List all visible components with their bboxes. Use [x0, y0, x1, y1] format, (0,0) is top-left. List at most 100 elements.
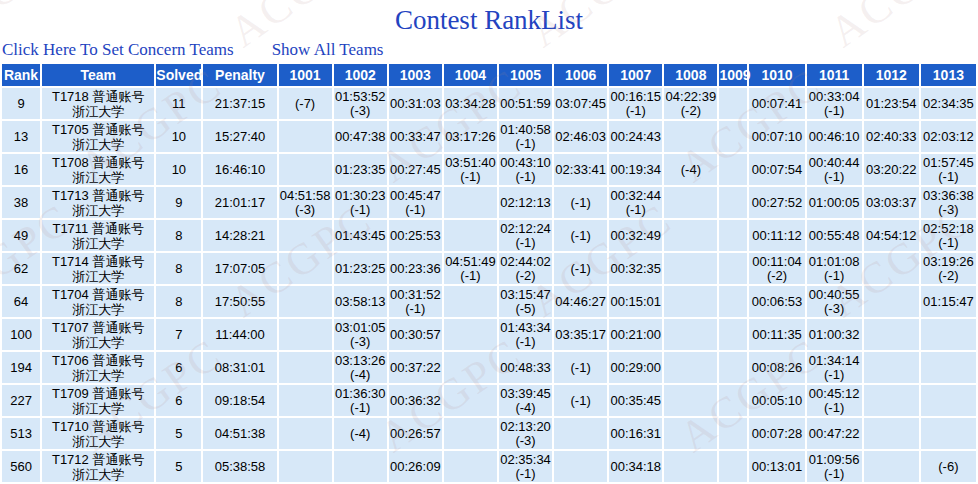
- problem-cell-1002: 03:13:26(-4): [334, 352, 387, 383]
- problem-cell-1013: [921, 352, 976, 383]
- links-row: Click Here To Set Concern Teams Show All…: [0, 38, 978, 62]
- problem-cell-1003: 00:45:47(-1): [389, 187, 442, 218]
- problem-cell-1008: [664, 253, 717, 284]
- problem-cell-1011: 00:46:10: [807, 121, 862, 152]
- problem-cell-1003: 00:26:09: [389, 451, 442, 482]
- problem-cell-1010: 00:05:10: [749, 385, 804, 416]
- problem-cell-1008: [664, 319, 717, 350]
- problem-cell-1011: 01:01:08(-1): [807, 253, 862, 284]
- problem-cell-1008: [664, 451, 717, 482]
- problem-cell-1010: 00:11:12: [749, 220, 804, 251]
- problem-cell-1009: [719, 121, 747, 152]
- problem-cell-1010: 00:13:01: [749, 451, 804, 482]
- problem-cell-1009: [719, 352, 747, 383]
- problem-cell-1002: 01:36:30(-1): [334, 385, 387, 416]
- problem-cell-1013: 02:52:18(-1): [921, 220, 976, 251]
- column-header-solved: Solved: [156, 64, 201, 86]
- solved-cell: 11: [156, 88, 201, 119]
- problem-cell-1007: 00:19:34: [609, 154, 662, 185]
- problem-cell-1008: [664, 352, 717, 383]
- ranklist-table-head: RankTeamSolvedPenalty1001100210031004100…: [2, 64, 976, 86]
- team-cell: T1713 普通账号浙江大学: [42, 187, 154, 218]
- table-row: 100T1707 普通账号浙江大学711:44:0003:01:05(-3)00…: [2, 319, 976, 350]
- problem-cell-1009: [719, 451, 747, 482]
- problem-cell-1011: 00:40:55(-3): [807, 286, 862, 317]
- problem-cell-1013: 03:36:38(-3): [921, 187, 976, 218]
- team-cell: T1707 普通账号浙江大学: [42, 319, 154, 350]
- column-header-team: Team: [42, 64, 154, 86]
- problem-cell-1010: 00:11:35: [749, 319, 804, 350]
- problem-cell-1012: 03:20:22: [864, 154, 919, 185]
- penalty-cell: 05:38:58: [203, 451, 276, 482]
- penalty-cell: 17:07:05: [203, 253, 276, 284]
- problem-cell-1004: 03:34:28: [444, 88, 497, 119]
- column-header-1006: 1006: [554, 64, 607, 86]
- problem-cell-1002: 01:23:35: [334, 154, 387, 185]
- problem-cell-1008: [664, 418, 717, 449]
- table-row: 194T1706 普通账号浙江大学608:31:0103:13:26(-4)00…: [2, 352, 976, 383]
- solved-cell: 8: [156, 286, 201, 317]
- show-all-teams-link[interactable]: Show All Teams: [272, 40, 384, 60]
- problem-cell-1011: 01:09:56(-1): [807, 451, 862, 482]
- problem-cell-1003: 00:37:22: [389, 352, 442, 383]
- problem-cell-1012: [864, 418, 919, 449]
- problem-cell-1003: 00:33:47: [389, 121, 442, 152]
- problem-cell-1013: [921, 319, 976, 350]
- problem-cell-1006: (-1): [554, 385, 607, 416]
- team-line-2: 浙江大学: [42, 104, 154, 119]
- team-line-2: 浙江大学: [42, 236, 154, 251]
- problem-cell-1004: [444, 418, 497, 449]
- problem-cell-1009: [719, 418, 747, 449]
- team-cell: T1708 普通账号浙江大学: [42, 154, 154, 185]
- problem-cell-1012: 02:40:33: [864, 121, 919, 152]
- problem-cell-1006: (-1): [554, 220, 607, 251]
- team-line-2: 浙江大学: [42, 401, 154, 416]
- problem-cell-1009: [719, 88, 747, 119]
- problem-cell-1001: [279, 220, 332, 251]
- problem-cell-1012: [864, 253, 919, 284]
- problem-cell-1002: 03:01:05(-3): [334, 319, 387, 350]
- team-line-2: 浙江大学: [42, 203, 154, 218]
- problem-cell-1005: 01:43:34(-1): [499, 319, 552, 350]
- problem-cell-1006: 02:46:03: [554, 121, 607, 152]
- problem-cell-1005: 02:12:13: [499, 187, 552, 218]
- team-cell: T1709 普通账号浙江大学: [42, 385, 154, 416]
- problem-cell-1002: 01:43:45: [334, 220, 387, 251]
- team-line-2: 浙江大学: [42, 335, 154, 350]
- rank-cell: 194: [2, 352, 40, 383]
- problem-cell-1007: 00:32:35: [609, 253, 662, 284]
- problem-cell-1007: 00:16:15(-1): [609, 88, 662, 119]
- rank-cell: 560: [2, 451, 40, 482]
- solved-cell: 10: [156, 154, 201, 185]
- problem-cell-1006: [554, 418, 607, 449]
- problem-cell-1010: 00:07:10: [749, 121, 804, 152]
- problem-cell-1003: 00:36:32: [389, 385, 442, 416]
- team-line-1: T1710 普通账号: [42, 419, 154, 434]
- problem-cell-1011: 00:45:12(-1): [807, 385, 862, 416]
- team-cell: T1704 普通账号浙江大学: [42, 286, 154, 317]
- problem-cell-1011: 00:40:44(-1): [807, 154, 862, 185]
- problem-cell-1010: 00:07:41: [749, 88, 804, 119]
- penalty-cell: 16:46:10: [203, 154, 276, 185]
- column-header-1012: 1012: [864, 64, 919, 86]
- problem-cell-1007: 00:35:45: [609, 385, 662, 416]
- problem-cell-1010: 00:07:28: [749, 418, 804, 449]
- problem-cell-1003: 00:27:45: [389, 154, 442, 185]
- table-row: 62T1714 普通账号浙江大学817:07:0501:23:2500:23:3…: [2, 253, 976, 284]
- set-concern-teams-link[interactable]: Click Here To Set Concern Teams: [2, 40, 234, 60]
- problem-cell-1004: 03:51:40(-1): [444, 154, 497, 185]
- column-header-rank: Rank: [2, 64, 40, 86]
- problem-cell-1001: [279, 253, 332, 284]
- problem-cell-1006: 03:07:45: [554, 88, 607, 119]
- problem-cell-1006: [554, 451, 607, 482]
- rank-cell: 100: [2, 319, 40, 350]
- problem-cell-1010: 00:08:26: [749, 352, 804, 383]
- solved-cell: 7: [156, 319, 201, 350]
- problem-cell-1005: 02:12:24(-1): [499, 220, 552, 251]
- rank-cell: 13: [2, 121, 40, 152]
- problem-cell-1012: 03:03:37: [864, 187, 919, 218]
- solved-cell: 8: [156, 220, 201, 251]
- problem-cell-1010: 00:06:53: [749, 286, 804, 317]
- solved-cell: 6: [156, 385, 201, 416]
- problem-cell-1013: (-6): [921, 451, 976, 482]
